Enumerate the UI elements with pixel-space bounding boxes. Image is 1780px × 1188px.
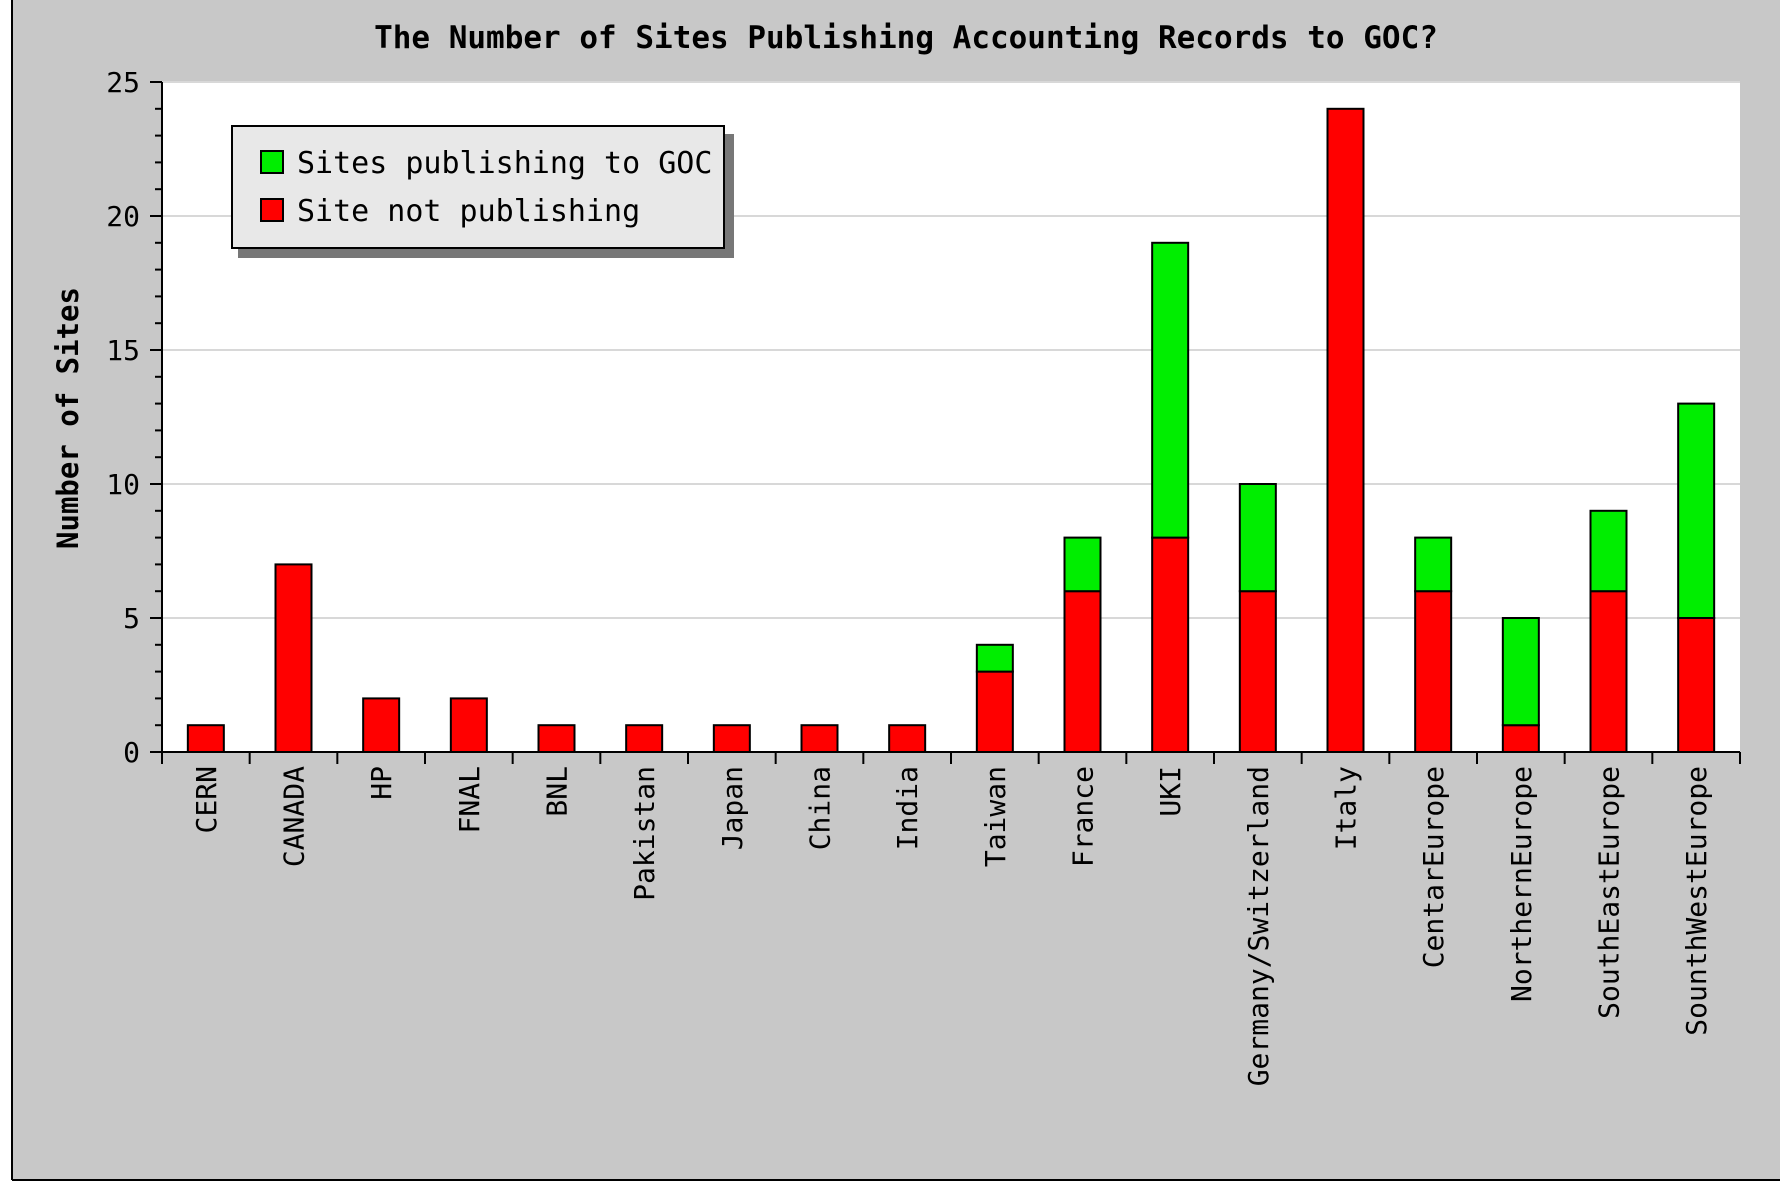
bar-not-publishing bbox=[1063, 590, 1102, 754]
bar-publishing bbox=[1501, 617, 1540, 727]
y-axis-label: Number of Sites bbox=[51, 287, 85, 549]
bar-publishing bbox=[1414, 536, 1453, 593]
legend-swatch-publishing bbox=[260, 150, 284, 174]
bar-not-publishing bbox=[975, 670, 1014, 753]
bars bbox=[186, 107, 1716, 754]
x-tick-label: Germany/Switzerland bbox=[1242, 766, 1275, 1086]
x-tick-label: India bbox=[891, 766, 924, 850]
x-tick-label: China bbox=[804, 766, 837, 850]
y-tick-label: 10 bbox=[106, 468, 140, 501]
x-tick-label: Pakistan bbox=[628, 766, 661, 901]
x-tick-label: Taiwan bbox=[979, 766, 1012, 867]
x-tick-label: NorthernEurope bbox=[1505, 766, 1538, 1002]
chart-title: The Number of Sites Publishing Accountin… bbox=[374, 20, 1438, 56]
x-tick-labels: CERN CANADA HP FNAL BNL Pakistan Japan China Ind… bbox=[190, 766, 1713, 1086]
legend-swatch-not-publishing bbox=[260, 198, 284, 222]
bar-not-publishing bbox=[537, 724, 576, 754]
x-tick-label: Japan bbox=[716, 766, 749, 850]
bar-publishing bbox=[1151, 241, 1190, 539]
bar-publishing bbox=[975, 643, 1014, 673]
x-tick-label: CANADA bbox=[278, 766, 311, 867]
x-tick-label: France bbox=[1067, 766, 1100, 867]
legend: Sites publishing to GOC Site not publish… bbox=[231, 125, 734, 258]
legend-label-publishing: Sites publishing to GOC bbox=[297, 146, 712, 181]
x-tick-label: FNAL bbox=[453, 766, 486, 833]
bar-not-publishing bbox=[1151, 536, 1190, 753]
x-tick-label: UKI bbox=[1154, 766, 1187, 817]
bar-not-publishing bbox=[625, 724, 664, 754]
bar-publishing bbox=[1063, 536, 1102, 593]
y-tick-label: 15 bbox=[106, 334, 140, 367]
bar-not-publishing bbox=[888, 724, 927, 754]
bar-not-publishing bbox=[449, 697, 488, 754]
bar-not-publishing bbox=[800, 724, 839, 754]
bar-not-publishing bbox=[186, 724, 225, 754]
x-tick-label: SouthEastEurope bbox=[1593, 766, 1626, 1019]
bar-not-publishing bbox=[274, 563, 313, 754]
x-tick-label: BNL bbox=[541, 766, 574, 817]
bar-publishing bbox=[1677, 402, 1716, 619]
legend-label-not-publishing: Site not publishing bbox=[297, 194, 640, 229]
bar-not-publishing bbox=[1677, 617, 1716, 753]
x-tick-label: Italy bbox=[1330, 766, 1363, 850]
x-tick-label: CERN bbox=[190, 766, 223, 833]
bar-not-publishing bbox=[1326, 107, 1365, 754]
y-tick-label: 25 bbox=[106, 66, 140, 99]
bar-not-publishing bbox=[362, 697, 401, 754]
bar-not-publishing bbox=[1501, 724, 1540, 754]
axes: 0 5 10 15 20 25 bbox=[106, 66, 1741, 769]
y-tick-label: 5 bbox=[123, 602, 140, 635]
x-tick-label: SounthWestEurope bbox=[1680, 766, 1713, 1036]
bar-publishing bbox=[1238, 483, 1277, 593]
bar-publishing bbox=[1589, 509, 1628, 593]
legend-box bbox=[231, 125, 725, 249]
bar-not-publishing bbox=[1589, 590, 1628, 754]
bar-not-publishing bbox=[712, 724, 751, 754]
bar-not-publishing bbox=[1238, 590, 1277, 754]
bar-not-publishing bbox=[1414, 590, 1453, 754]
x-tick-label: HP bbox=[365, 766, 398, 800]
y-tick-label: 0 bbox=[123, 736, 140, 769]
y-tick-label: 20 bbox=[106, 200, 140, 233]
x-tick-label: CentarEurope bbox=[1417, 766, 1450, 968]
